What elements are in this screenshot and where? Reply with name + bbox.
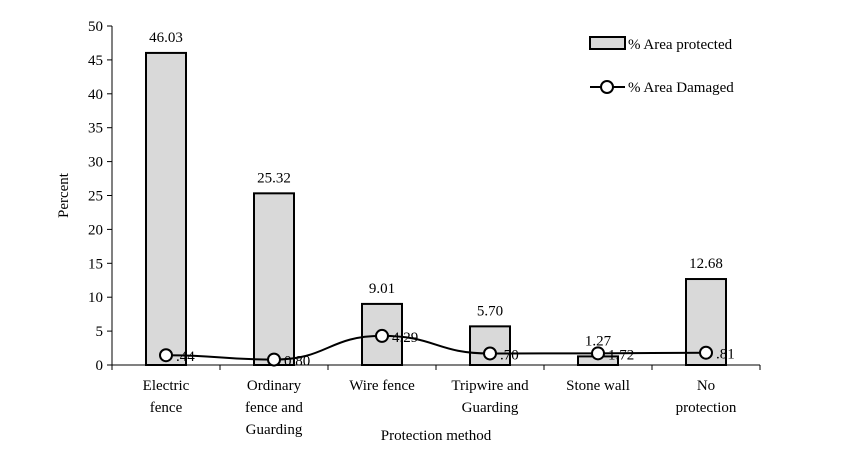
- x-category-label: Ordinary fence and Guarding: [245, 378, 303, 438]
- x-axis-title: Protection method: [381, 428, 492, 444]
- x-category-label: Stone wall: [566, 378, 630, 394]
- y-tick-label: 5: [96, 324, 104, 340]
- line-value-label: .44: [176, 349, 195, 365]
- bar-data-labels: 46.03 25.32 9.01 5.70 1.27 12.68: [149, 30, 723, 349]
- y-tick-label: 20: [88, 222, 103, 238]
- y-tick-label: 45: [88, 53, 103, 69]
- line-value-label: .81: [716, 347, 735, 363]
- line-data-labels: .44 0.80 4.29 .70 1.72 .81: [176, 330, 735, 370]
- bar-value-label: 12.68: [689, 256, 723, 272]
- line-point: [375, 328, 389, 343]
- x-category-label: No protection: [676, 378, 737, 416]
- line-value-label: 0.80: [284, 354, 310, 370]
- legend-line-marker: [600, 80, 614, 94]
- y-tick-label: 10: [88, 290, 103, 306]
- line-point: [483, 346, 497, 361]
- line-series: [159, 328, 713, 367]
- line-point: [699, 345, 713, 360]
- category-labels: Electric fence Ordinary fence and Guarding Wi…: [143, 378, 737, 438]
- x-category-label: Wire fence: [349, 378, 415, 394]
- damage-line: [165, 334, 707, 361]
- line-value-label: 4.29: [392, 330, 418, 346]
- line-point: [591, 346, 605, 361]
- y-axis-title: Percent: [56, 172, 72, 218]
- x-category-label: Tripwire and Guarding: [451, 378, 529, 416]
- bar: [253, 192, 295, 366]
- y-tick-label: 30: [88, 155, 103, 171]
- legend-bar-swatch: [589, 36, 626, 50]
- legend-bar-label: % Area protected: [628, 37, 733, 53]
- legend: % Area protected % Area Damaged: [589, 36, 734, 96]
- bar-value-label: 1.27: [585, 333, 612, 349]
- y-axis-ticks: 0 5 10 15 20 25 30 35 40 45 50: [88, 19, 761, 374]
- legend-line-label: % Area Damaged: [628, 80, 734, 96]
- bar-series: [145, 51, 727, 367]
- y-tick-label: 50: [88, 19, 103, 35]
- x-category-label: Electric fence: [143, 378, 190, 416]
- line-point: [159, 348, 173, 363]
- bar-value-label: 9.01: [369, 281, 395, 297]
- y-tick-label: 25: [88, 189, 103, 205]
- line-value-label: 1.72: [608, 347, 634, 363]
- bar-value-label: 5.70: [477, 303, 503, 319]
- bar: [145, 51, 187, 367]
- y-tick-label: 35: [88, 121, 103, 137]
- bar-value-label: 46.03: [149, 30, 183, 46]
- y-tick-label: 40: [88, 87, 103, 103]
- bar-value-label: 25.32: [257, 170, 291, 186]
- y-tick-label: 15: [88, 256, 103, 272]
- line-value-label: .70: [500, 347, 519, 363]
- y-tick-label: 0: [96, 358, 104, 374]
- line-point: [267, 352, 281, 367]
